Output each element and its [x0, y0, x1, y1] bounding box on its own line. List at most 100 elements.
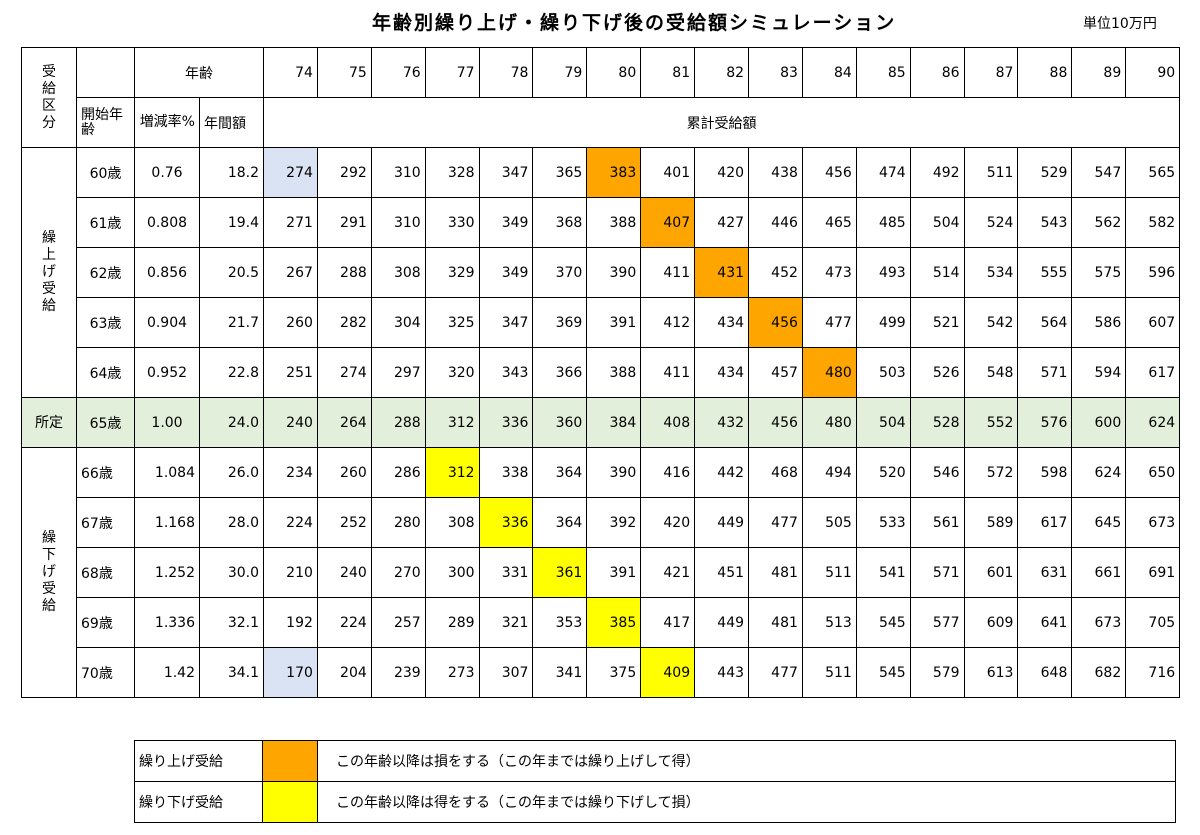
value-cell: 432: [694, 397, 750, 448]
value-cell: 561: [909, 497, 965, 548]
legend-label: 繰り下げ受給: [134, 781, 263, 823]
value-cell: 412: [640, 297, 696, 348]
value-cell: 545: [855, 647, 911, 698]
value-cell: 449: [694, 497, 750, 548]
table-row: 67歳 1.168 28.0 224 252 280 308 336 364 392 420 449 4…: [22, 497, 1181, 548]
value-cell: 705: [1125, 597, 1181, 648]
value-cell: 286: [370, 447, 426, 498]
rate-cell: 1.252: [134, 547, 200, 598]
start-age-cell: 60歳: [76, 147, 135, 198]
annual-cell: 30.0: [199, 547, 264, 598]
age-89-header: 89: [1071, 47, 1127, 98]
value-cell: 267: [263, 247, 318, 298]
value-cell: 308: [370, 247, 426, 298]
value-cell: 408: [640, 397, 696, 448]
value-cell: 270: [370, 547, 426, 598]
value-cell: 411: [640, 247, 696, 298]
value-cell: 257: [370, 597, 426, 648]
value-cell: 390: [586, 447, 642, 498]
value-cell: 504: [855, 397, 911, 448]
table-row: 63歳 0.904 21.7 260 282 304 325 347 369 391 412 434 4…: [22, 297, 1181, 348]
value-cell: 511: [801, 647, 857, 698]
value-cell: 391: [586, 297, 642, 348]
header-blank-cell: [76, 47, 135, 98]
annual-cell: 20.5: [199, 247, 264, 298]
value-cell: 364: [532, 447, 588, 498]
value-cell: 420: [640, 497, 696, 548]
value-cell: 273: [424, 647, 480, 698]
value-cell: 451: [694, 547, 750, 598]
value-cell: 534: [963, 247, 1019, 298]
value-cell: 716: [1125, 647, 1181, 698]
rate-cell: 0.904: [134, 297, 200, 348]
annual-cell: 19.4: [199, 197, 264, 248]
value-cell: 260: [263, 297, 318, 348]
start-age-cell: 62歳: [76, 247, 135, 298]
rate-cell: 0.952: [134, 347, 200, 398]
value-cell: 600: [1071, 397, 1127, 448]
age-77-header: 77: [424, 47, 480, 98]
age-81-header: 81: [640, 47, 696, 98]
table-row: 62歳 0.856 20.5 267 288 308 329 349 370 390 411 431 4…: [22, 247, 1181, 298]
age-88-header: 88: [1017, 47, 1073, 98]
value-cell: 204: [316, 647, 372, 698]
value-cell: 383: [586, 147, 642, 198]
value-cell: 325: [424, 297, 480, 348]
value-cell: 234: [263, 447, 318, 498]
value-cell: 607: [1125, 297, 1181, 348]
header-row-labels: 開始年齢 増減率% 年間額 累計受給額: [22, 97, 1181, 148]
value-cell: 297: [370, 347, 426, 398]
rate-cell: 0.76: [134, 147, 200, 198]
value-cell: 547: [1071, 147, 1127, 198]
value-cell: 452: [748, 247, 803, 298]
vertical-text: 繰上げ受給: [42, 230, 56, 314]
value-cell: 353: [532, 597, 588, 648]
table-row: 所定 65歳 1.00 24.0 240 264 288 312 336 360 384 408 432…: [21, 397, 1181, 448]
value-cell: 392: [586, 497, 642, 548]
value-cell: 329: [424, 247, 480, 298]
value-cell: 385: [586, 597, 642, 648]
value-cell: 170: [263, 647, 318, 698]
table-row: 70歳 1.42 34.1 170 204 239 273 307 341 375 409 443 47…: [22, 647, 1181, 698]
value-cell: 571: [1017, 347, 1073, 398]
value-cell: 401: [640, 147, 696, 198]
age-90-header: 90: [1125, 47, 1181, 98]
rate-cell: 1.42: [134, 647, 200, 698]
legend-description: この年齢以降は得をする（この年までは繰り下げして損）: [317, 781, 1176, 823]
annual-cell: 26.0: [199, 447, 264, 498]
cumulative-header: 累計受給額: [262, 97, 1181, 148]
value-cell: 542: [963, 297, 1019, 348]
value-cell: 494: [801, 447, 857, 498]
value-cell: 572: [963, 447, 1019, 498]
value-cell: 364: [532, 497, 588, 548]
rate-cell: 0.808: [134, 197, 200, 248]
value-cell: 631: [1017, 547, 1073, 598]
start-age-header: 開始年齢: [76, 97, 135, 148]
vertical-text: 繰下げ受給: [42, 530, 56, 614]
value-cell: 369: [532, 297, 588, 348]
value-cell: 304: [370, 297, 426, 348]
value-cell: 370: [532, 247, 588, 298]
value-cell: 336: [478, 397, 534, 448]
category-header: 受給区分: [21, 47, 77, 148]
value-cell: 349: [478, 247, 534, 298]
value-cell: 577: [909, 597, 965, 648]
value-cell: 300: [424, 547, 480, 598]
value-cell: 579: [909, 647, 965, 698]
value-cell: 449: [694, 597, 750, 648]
age-84-header: 84: [801, 47, 857, 98]
value-cell: 274: [316, 347, 372, 398]
age-83-header: 83: [748, 47, 803, 98]
value-cell: 347: [478, 147, 534, 198]
legend-swatch: [262, 740, 318, 782]
age-87-header: 87: [963, 47, 1019, 98]
start-age-cell: 65歳: [76, 397, 135, 448]
value-cell: 505: [801, 497, 857, 548]
value-cell: 481: [748, 547, 803, 598]
value-cell: 691: [1125, 547, 1181, 598]
value-cell: 240: [263, 397, 318, 448]
value-cell: 192: [263, 597, 318, 648]
value-cell: 465: [801, 197, 857, 248]
value-cell: 624: [1125, 397, 1181, 448]
value-cell: 310: [370, 197, 426, 248]
